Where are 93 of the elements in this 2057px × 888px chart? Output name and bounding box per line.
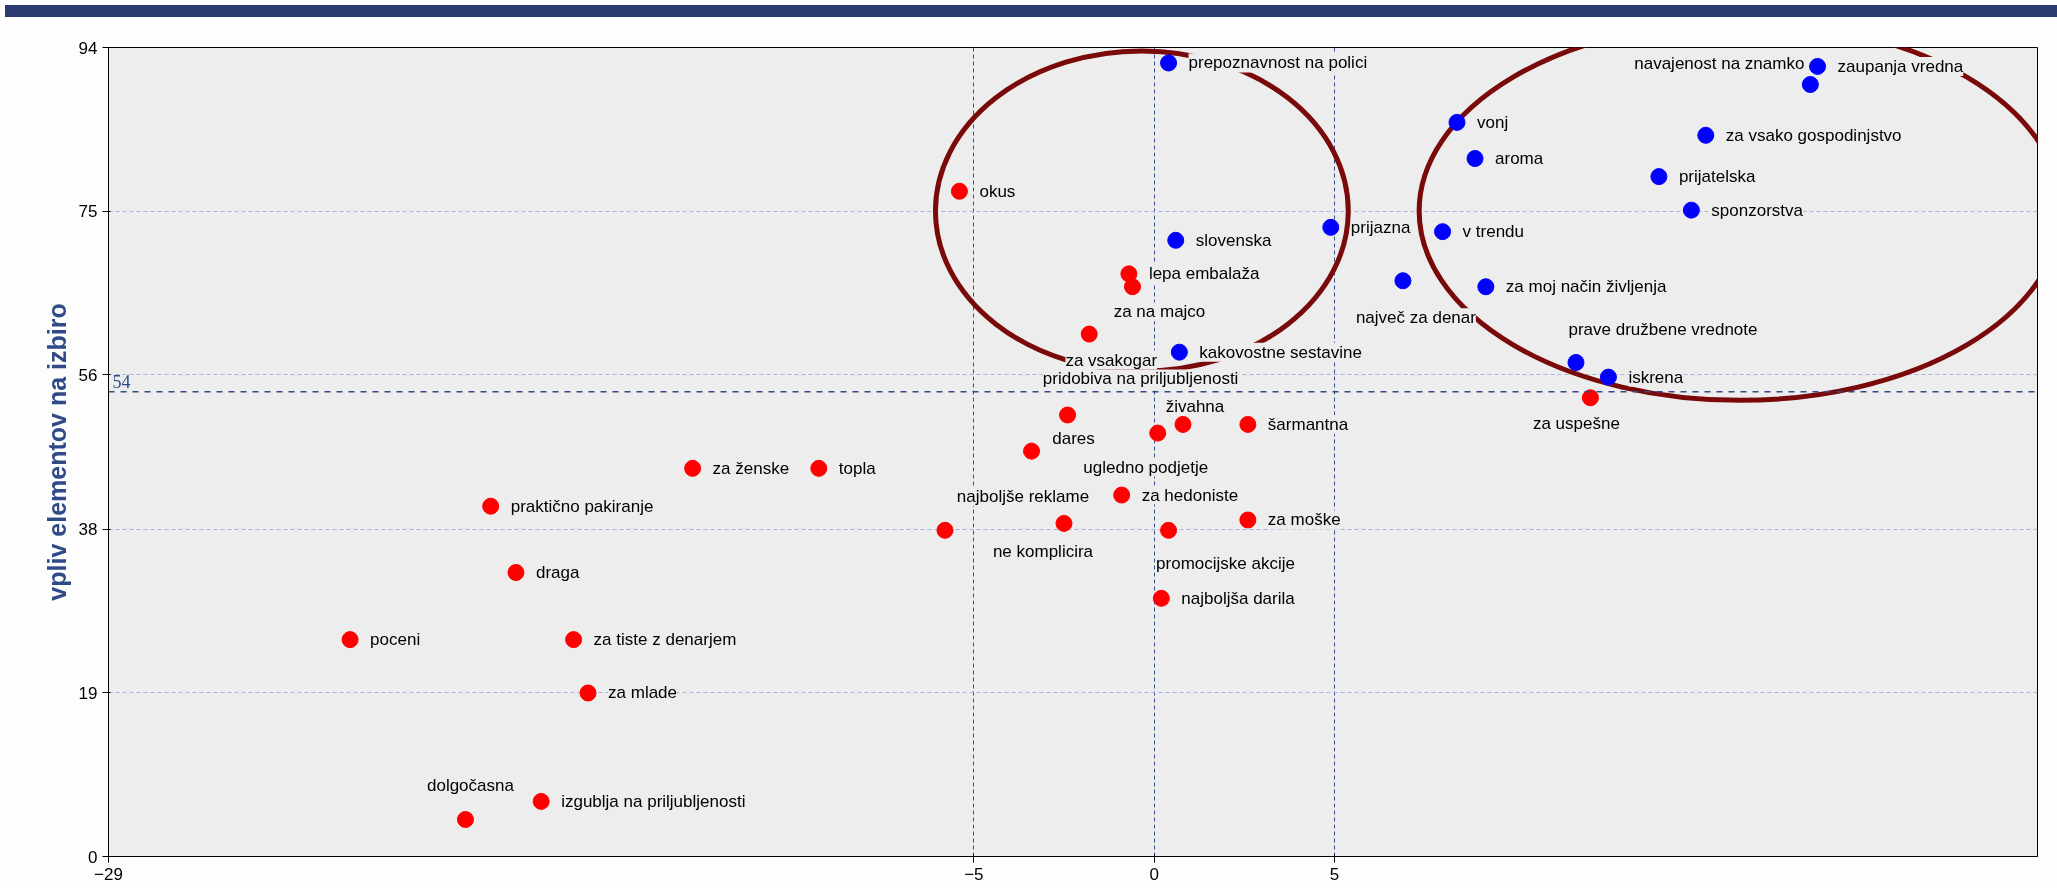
annotation: ugledno podjetje	[1083, 457, 1209, 477]
annotation: za mlade	[608, 683, 678, 703]
annotation: za ženske	[712, 458, 790, 478]
point	[1697, 126, 1715, 144]
point	[1434, 223, 1452, 241]
annotation: topla	[838, 458, 877, 478]
point	[482, 497, 500, 515]
annotation: prijatelska	[1678, 167, 1756, 187]
point	[1160, 521, 1178, 539]
point	[1599, 368, 1617, 386]
point	[1567, 354, 1585, 371]
y-tick-label: 75	[78, 202, 98, 222]
annotation: pridobiva na priljubljenosti	[1042, 369, 1239, 389]
annotation: za uspešne	[1532, 414, 1620, 434]
point	[1149, 424, 1167, 442]
point	[1170, 343, 1188, 361]
annotation: dolgočasna	[426, 775, 515, 795]
point	[936, 521, 954, 539]
point	[1322, 218, 1340, 236]
point	[532, 792, 550, 810]
point	[507, 564, 525, 581]
x-tick-label: −5	[964, 864, 984, 884]
annotation: sponzorstva	[1711, 200, 1804, 220]
point	[1650, 168, 1668, 186]
annotation: iskrena	[1628, 367, 1684, 387]
point	[1113, 486, 1131, 504]
annotation: draga	[535, 562, 580, 582]
annotation: za vsakogar	[1065, 350, 1158, 370]
point	[456, 811, 474, 828]
annotation: šarmantna	[1267, 414, 1349, 434]
y-tick-label: 19	[78, 683, 98, 703]
point	[1809, 57, 1827, 75]
annotation: lepa embalaža	[1148, 264, 1261, 284]
annotation: slovenska	[1195, 230, 1272, 250]
annotation: živahna	[1165, 396, 1225, 416]
annotation: za na majco	[1113, 302, 1206, 322]
annotation: za vsako gospodinjstvo	[1725, 125, 1902, 145]
annotation: promocijske akcije	[1156, 553, 1295, 573]
annotation: aroma	[1495, 149, 1544, 169]
annotation: za moj način življenja	[1505, 277, 1668, 297]
annotation: prepoznavnost na polici	[1188, 53, 1368, 73]
point	[1466, 150, 1484, 168]
annotation: ne komplicira	[992, 541, 1094, 561]
point	[1055, 514, 1073, 532]
annotation: poceni	[370, 630, 421, 650]
point	[579, 684, 597, 702]
point	[1167, 231, 1185, 249]
point	[950, 182, 968, 200]
point	[1581, 389, 1599, 407]
annotation: v trendu	[1462, 222, 1525, 242]
annotation: najboljša darila	[1181, 588, 1296, 608]
point	[1174, 415, 1192, 433]
point	[1801, 76, 1819, 93]
point	[1023, 442, 1041, 460]
point	[1239, 415, 1257, 433]
annotation: prijazna	[1350, 217, 1411, 237]
x-tick-label: 0	[1149, 864, 1159, 884]
annotation: okus	[979, 181, 1016, 201]
y-tick-label: 0	[88, 847, 98, 867]
annotation: za tiste z denarjem	[593, 630, 737, 650]
annotation: prave družbene vrednote	[1568, 319, 1758, 339]
point	[1123, 278, 1141, 296]
y-tick-label: 56	[78, 365, 98, 385]
point	[565, 631, 583, 649]
annotation: najboljše reklame	[956, 486, 1090, 506]
y-axis-title: vpliv elementov na izbiro	[42, 303, 71, 601]
annotation: dares	[1052, 428, 1095, 448]
point	[810, 459, 828, 477]
x-tick-label: 5	[1329, 864, 1340, 884]
annotation: kakovostne sestavine	[1199, 342, 1362, 362]
y-tick-label: 94	[78, 38, 98, 58]
annotation: največ za denar	[1355, 308, 1477, 328]
point	[1448, 113, 1466, 131]
point	[1682, 201, 1700, 219]
annotation: zaupanja vredna	[1837, 56, 1964, 76]
annotation: vonj	[1477, 112, 1509, 132]
ref-line-label: 54	[112, 372, 131, 393]
annotation: za moške	[1267, 510, 1341, 530]
point	[684, 459, 702, 477]
y-tick-label: 38	[78, 520, 98, 540]
annotation: za hedoniste	[1141, 485, 1239, 505]
annotation: navajenost na znamko	[1634, 54, 1805, 74]
point	[1152, 589, 1170, 607]
point	[1080, 325, 1098, 343]
point	[1160, 54, 1178, 72]
annotation: izgublja na priljubljenosti	[561, 791, 746, 811]
point	[1394, 272, 1412, 290]
x-tick-label: −29	[94, 864, 123, 884]
annotation: praktično pakiranje	[510, 496, 654, 516]
point	[1239, 511, 1257, 529]
point	[1059, 406, 1077, 424]
point	[1477, 278, 1495, 296]
point	[341, 631, 359, 649]
